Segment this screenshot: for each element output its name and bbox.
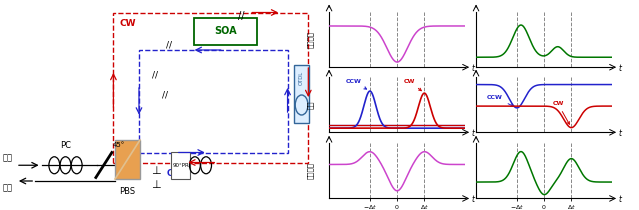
Text: //: // — [166, 41, 173, 50]
Text: 增益: 增益 — [307, 100, 313, 109]
Text: CW: CW — [120, 20, 136, 29]
Text: OTDL: OTDL — [299, 70, 304, 85]
Text: 输入光强: 输入光强 — [307, 31, 313, 48]
Text: CCW: CCW — [487, 95, 513, 106]
Text: //: // — [238, 11, 245, 21]
Bar — [115, 140, 140, 179]
Text: 输入: 输入 — [3, 153, 13, 162]
Text: //: // — [152, 71, 158, 80]
Text: ⊥: ⊥ — [151, 166, 161, 176]
Text: $t$: $t$ — [618, 127, 623, 138]
Text: 45°: 45° — [112, 142, 125, 148]
Text: SOA: SOA — [214, 26, 236, 36]
Text: CW: CW — [404, 79, 421, 91]
Text: $t$: $t$ — [471, 62, 476, 73]
Bar — [139, 50, 288, 152]
Text: CCW: CCW — [346, 79, 367, 89]
Text: PBS: PBS — [119, 186, 135, 196]
Text: $t$: $t$ — [618, 62, 623, 73]
Text: 输出: 输出 — [3, 184, 13, 193]
Text: $t$: $t$ — [471, 193, 476, 204]
Text: CCW: CCW — [166, 169, 188, 178]
Text: 90°PR: 90°PR — [172, 163, 189, 168]
Text: $t$: $t$ — [618, 193, 623, 204]
Bar — [171, 151, 190, 179]
Text: //: // — [162, 91, 167, 100]
Text: PC: PC — [60, 142, 71, 151]
Text: CW: CW — [552, 101, 569, 124]
Text: 输出光强: 输出光强 — [307, 162, 313, 179]
Bar — [294, 65, 309, 122]
FancyBboxPatch shape — [194, 18, 257, 45]
Text: ⊥: ⊥ — [151, 180, 161, 190]
Bar — [114, 13, 308, 163]
Text: $t$: $t$ — [471, 127, 476, 138]
